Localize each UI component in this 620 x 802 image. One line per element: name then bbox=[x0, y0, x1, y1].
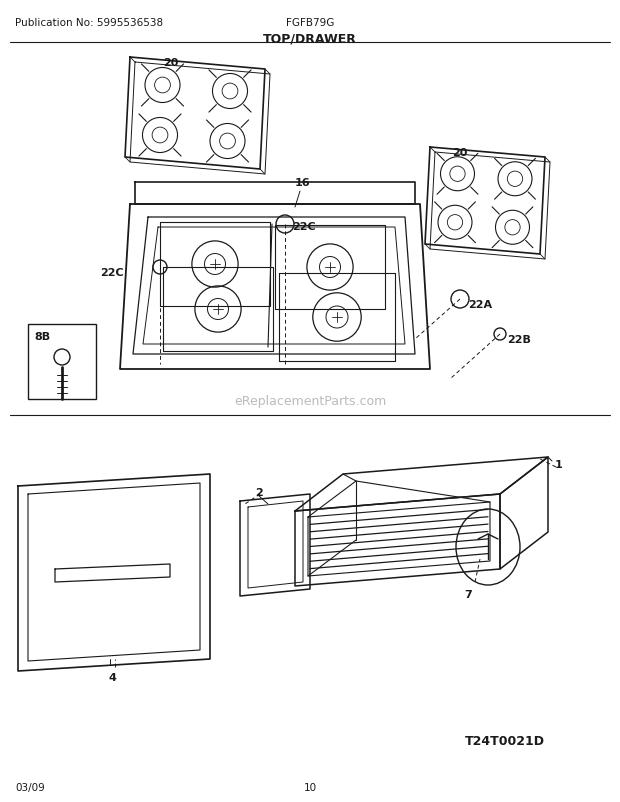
Text: Publication No: 5995536538: Publication No: 5995536538 bbox=[15, 18, 163, 28]
Text: 7: 7 bbox=[464, 589, 472, 599]
Text: 4: 4 bbox=[108, 672, 116, 683]
Text: eReplacementParts.com: eReplacementParts.com bbox=[234, 395, 386, 407]
Text: 20: 20 bbox=[452, 148, 467, 158]
Text: 22C: 22C bbox=[100, 268, 123, 277]
Text: FGFB79G: FGFB79G bbox=[286, 18, 334, 28]
Text: 22A: 22A bbox=[468, 300, 492, 310]
Text: 1: 1 bbox=[555, 460, 563, 469]
Text: 20: 20 bbox=[163, 58, 179, 68]
Text: 22B: 22B bbox=[507, 334, 531, 345]
Text: 8B: 8B bbox=[34, 331, 50, 342]
Circle shape bbox=[494, 329, 506, 341]
Text: 03/09: 03/09 bbox=[15, 782, 45, 792]
Text: T24T0021D: T24T0021D bbox=[465, 734, 545, 747]
Text: 16: 16 bbox=[295, 178, 311, 188]
FancyBboxPatch shape bbox=[28, 325, 96, 399]
Circle shape bbox=[153, 261, 167, 274]
Text: 2: 2 bbox=[255, 488, 263, 497]
Circle shape bbox=[276, 216, 294, 233]
Circle shape bbox=[451, 290, 469, 309]
Text: 22C: 22C bbox=[292, 221, 316, 232]
Ellipse shape bbox=[456, 509, 520, 585]
Text: 10: 10 bbox=[303, 782, 317, 792]
Text: TOP/DRAWER: TOP/DRAWER bbox=[263, 33, 357, 46]
